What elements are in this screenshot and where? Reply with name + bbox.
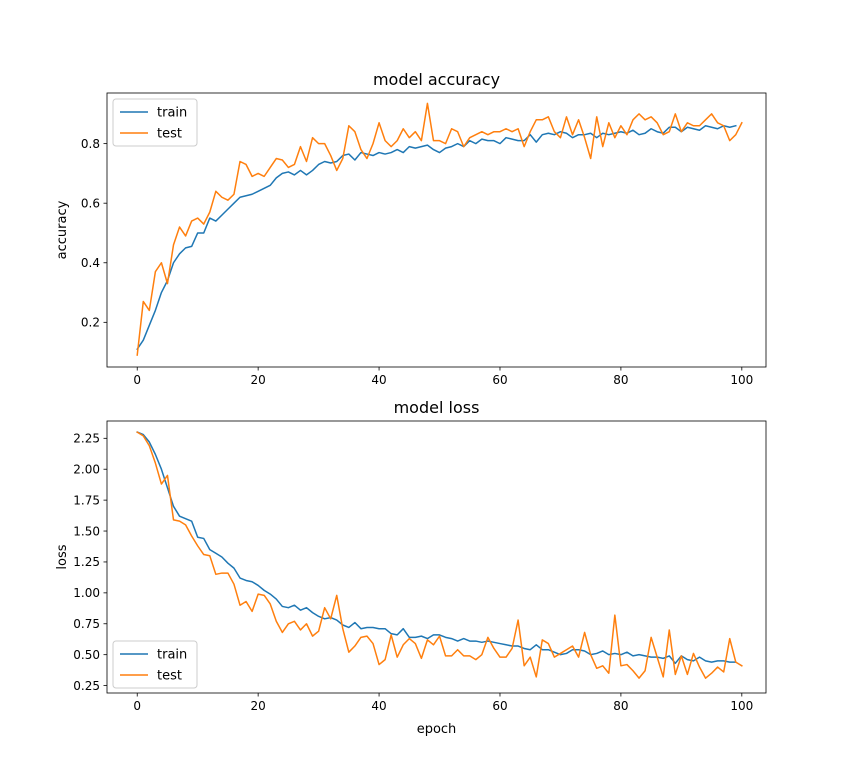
y-tick-label: 2.25 <box>73 432 100 446</box>
y-tick-label: 0.50 <box>73 648 100 662</box>
y-tick-label: 0.25 <box>73 679 100 693</box>
accuracy-chart: 0 20 40 60 80 100 0.2 0.4 0.6 0.8 model accuracy ac… <box>55 70 767 387</box>
series-line-test <box>136 102 743 356</box>
loss-chart: 0 20 40 60 80 100 0.25 0.50 0.75 1.00 1.25 1.50 1.75… <box>55 398 767 737</box>
legend: train test <box>112 640 198 689</box>
y-axis-label: loss <box>55 544 70 569</box>
legend-label-train: train <box>157 106 187 121</box>
legend-box <box>112 98 198 147</box>
legend: train test <box>112 98 198 147</box>
y-tick-label: 0.2 <box>81 316 100 330</box>
x-tick-label: 20 <box>251 699 266 713</box>
y-tick-label: 2.00 <box>73 463 100 477</box>
y-tick-label: 0.75 <box>73 617 100 631</box>
x-tick-label: 80 <box>613 373 628 387</box>
legend-label-train: train <box>157 648 187 663</box>
series-line-train <box>136 124 737 351</box>
y-tick-label: 1.25 <box>73 555 100 569</box>
chart-title: model loss <box>394 398 480 417</box>
legend-label-test: test <box>157 127 182 142</box>
x-tick-label: 60 <box>492 373 507 387</box>
x-tick-label: 0 <box>133 373 141 387</box>
x-tick-label: 80 <box>613 699 628 713</box>
y-axis-label: accuracy <box>55 200 70 259</box>
y-tick-label: 0.8 <box>81 137 100 151</box>
chart-title: model accuracy <box>373 70 500 89</box>
x-tick-label: 0 <box>133 699 141 713</box>
plot-frame <box>106 420 767 694</box>
x-tick-label: 20 <box>251 373 266 387</box>
x-tick-label: 40 <box>371 373 386 387</box>
y-tick-label: 0.6 <box>81 196 100 210</box>
x-tick-label: 60 <box>492 699 507 713</box>
x-axis-label: epoch <box>417 722 457 737</box>
series-line-test <box>136 431 743 679</box>
legend-box <box>112 640 198 689</box>
y-tick-label: 1.50 <box>73 524 100 538</box>
x-tick-label: 100 <box>730 373 753 387</box>
legend-label-test: test <box>157 669 182 684</box>
y-tick-label: 1.00 <box>73 586 100 600</box>
series-line-train <box>136 431 737 665</box>
x-tick-label: 40 <box>371 699 386 713</box>
y-tick-label: 0.4 <box>81 256 100 270</box>
y-tick-label: 1.75 <box>73 493 100 507</box>
plot-frame <box>106 92 767 368</box>
x-tick-label: 100 <box>730 699 753 713</box>
